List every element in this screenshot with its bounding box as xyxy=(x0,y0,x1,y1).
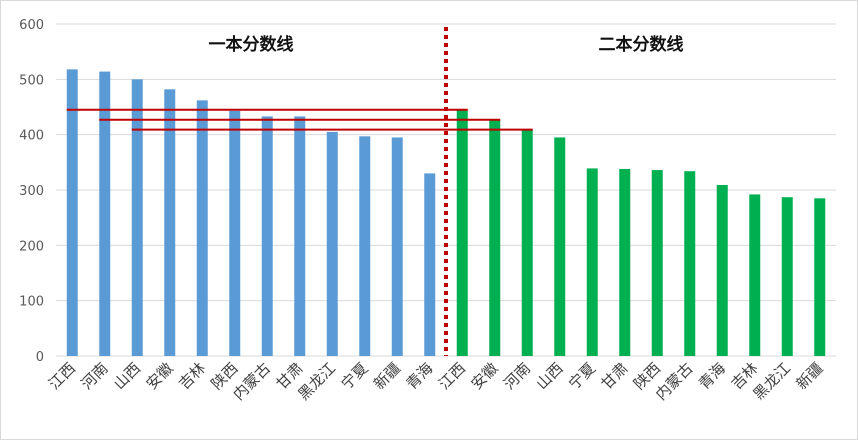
bar xyxy=(814,198,826,356)
bar xyxy=(66,69,78,356)
x-tick-label: 江西 xyxy=(435,359,469,393)
bar xyxy=(261,116,273,356)
x-tick-label: 青海 xyxy=(695,359,729,393)
watermark-text: 知乎 @藤正男 xyxy=(683,397,803,419)
x-tick-label: 宁夏 xyxy=(565,359,599,393)
series-title-first: 一本分数线 xyxy=(209,34,294,55)
bar xyxy=(391,137,403,356)
bar xyxy=(781,197,793,356)
y-axis: 0 100 200 300 400 500 600 xyxy=(19,18,44,365)
x-tick-label: 山西 xyxy=(110,359,144,393)
bar xyxy=(651,170,663,356)
bar xyxy=(131,79,143,356)
bars xyxy=(66,69,826,357)
x-tick-label: 安徽 xyxy=(143,359,177,393)
x-tick-label: 黑龙江 xyxy=(295,359,340,404)
x-tick-label: 新疆 xyxy=(793,359,827,393)
bar xyxy=(716,185,728,356)
series-title-second: 二本分数线 xyxy=(599,34,684,55)
bar xyxy=(294,116,306,356)
y-tick-label: 600 xyxy=(19,18,44,33)
bar xyxy=(99,71,111,356)
y-tick-label: 0 xyxy=(36,350,44,365)
x-tick-label: 青海 xyxy=(403,359,437,393)
x-tick-label: 安徽 xyxy=(468,359,502,393)
bar xyxy=(554,137,566,356)
bar xyxy=(521,129,533,356)
x-tick-label: 河南 xyxy=(78,359,112,393)
bar xyxy=(619,168,631,356)
x-tick-label: 吉林 xyxy=(175,359,209,393)
bar xyxy=(456,109,468,357)
x-tick-label: 新疆 xyxy=(370,359,404,393)
x-tick-label: 江西 xyxy=(45,359,79,393)
y-tick-label: 500 xyxy=(19,73,44,88)
bar xyxy=(684,171,696,356)
reference-lines xyxy=(66,27,533,356)
bar xyxy=(164,89,176,356)
x-tick-label: 河南 xyxy=(500,359,534,393)
bar xyxy=(326,131,338,356)
y-tick-label: 200 xyxy=(19,239,44,254)
x-tick-label: 宁夏 xyxy=(338,359,372,393)
y-tick-label: 100 xyxy=(19,295,44,310)
x-tick-label: 甘肃 xyxy=(598,359,632,393)
y-tick-label: 400 xyxy=(19,129,44,144)
bar xyxy=(229,110,241,356)
x-tick-label: 内蒙古 xyxy=(230,359,275,404)
bar xyxy=(749,194,761,356)
bar xyxy=(359,136,371,356)
x-tick-label: 山西 xyxy=(533,359,567,393)
bar xyxy=(196,100,208,356)
bar xyxy=(586,168,598,356)
bar xyxy=(424,173,436,356)
y-tick-label: 300 xyxy=(19,184,44,199)
bar xyxy=(489,119,501,356)
